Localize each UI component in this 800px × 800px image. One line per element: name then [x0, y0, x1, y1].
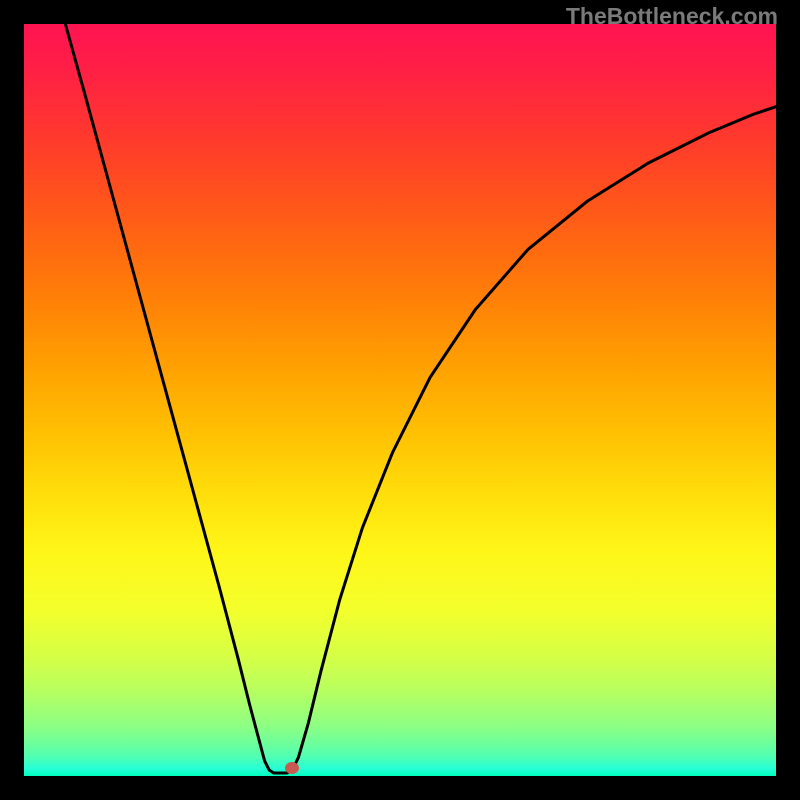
- curve-layer: [0, 0, 800, 800]
- data-marker: [285, 762, 299, 774]
- watermark-text: TheBottleneck.com: [566, 3, 778, 30]
- chart-container: TheBottleneck.com: [0, 0, 800, 800]
- bottleneck-curve: [65, 24, 776, 773]
